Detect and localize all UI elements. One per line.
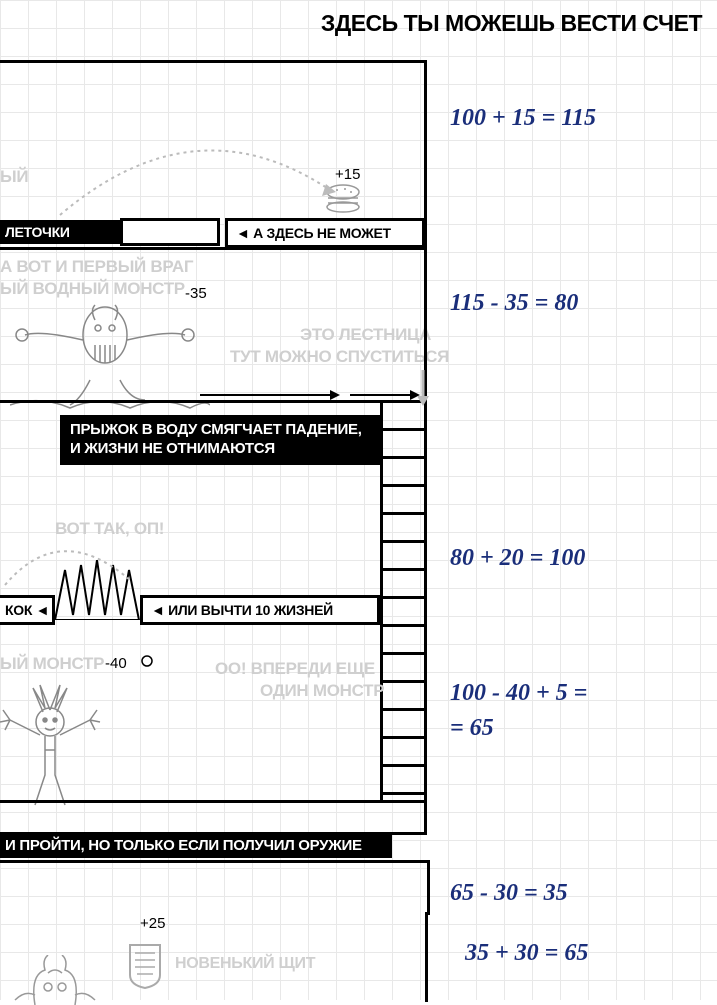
hint-one-monster: ОДИН МОНСТР — [260, 682, 384, 701]
label-water-fall: ПРЫЖОК В ВОДУ СМЯГЧАЕТ ПАДЕНИЕ, И ЖИЗНИ … — [60, 415, 380, 465]
horned-monster-icon — [0, 955, 110, 1005]
score-1: 100 + 15 = 115 — [450, 105, 596, 132]
arrow-down — [415, 370, 435, 410]
score-4a: 100 - 40 + 5 = — [450, 680, 587, 707]
monster2-modifier: -40 — [105, 655, 127, 672]
score-3: 80 + 20 = 100 — [450, 545, 585, 572]
page-title: ЗДЕСЬ ТЫ МОЖЕШЬ ВЕСТИ СЧЕТ — [321, 10, 702, 37]
arc-jump — [0, 530, 150, 600]
score-5: 65 - 30 = 35 — [450, 880, 568, 907]
spiky-monster-icon — [0, 680, 105, 810]
hint-new-shield: НОВЕНЬКИЙ ЩИТ — [175, 955, 315, 973]
score-4b: = 65 — [450, 715, 494, 742]
hint-ryi-monstr: ЫЙ МОНСТР — [0, 655, 104, 674]
shield-icon — [125, 940, 165, 990]
frame-right-line — [425, 912, 430, 1002]
label-weapon: И ПРОЙТИ, НО ТОЛЬКО ЕСЛИ ПОЛУЧИЛ ОРУЖИЕ — [0, 833, 392, 858]
frame-bottom-platform — [0, 800, 427, 835]
hint-water-monster: ЫЙ ВОДНЫЙ МОНСТР — [0, 280, 185, 299]
right-border — [424, 248, 427, 803]
shield-modifier: +25 — [140, 915, 165, 932]
hint-nyj: ЫЙ — [0, 168, 28, 187]
arrow-row — [200, 385, 430, 415]
hint-ladder: ЭТО ЛЕСТНИЦА — [300, 326, 431, 345]
ladder — [380, 403, 427, 803]
arc-path — [50, 130, 340, 230]
circle-icon — [140, 654, 154, 668]
score-6: 35 + 30 = 65 — [465, 940, 588, 967]
frame-shield-area — [0, 860, 430, 915]
hint-monster-ahead: ОО! ВПЕРЕДИ ЕЩЕ — [215, 660, 375, 679]
score-2: 115 - 35 = 80 — [450, 290, 578, 317]
hint-first-enemy: А ВОТ И ПЕРВЫЙ ВРАГ — [0, 258, 193, 277]
hint-descend: ТУТ МОЖНО СПУСТИТЬСЯ — [230, 348, 449, 367]
label-ili-vychti: ◄ ИЛИ ВЫЧТИ 10 ЖИЗНЕЙ — [140, 595, 380, 625]
